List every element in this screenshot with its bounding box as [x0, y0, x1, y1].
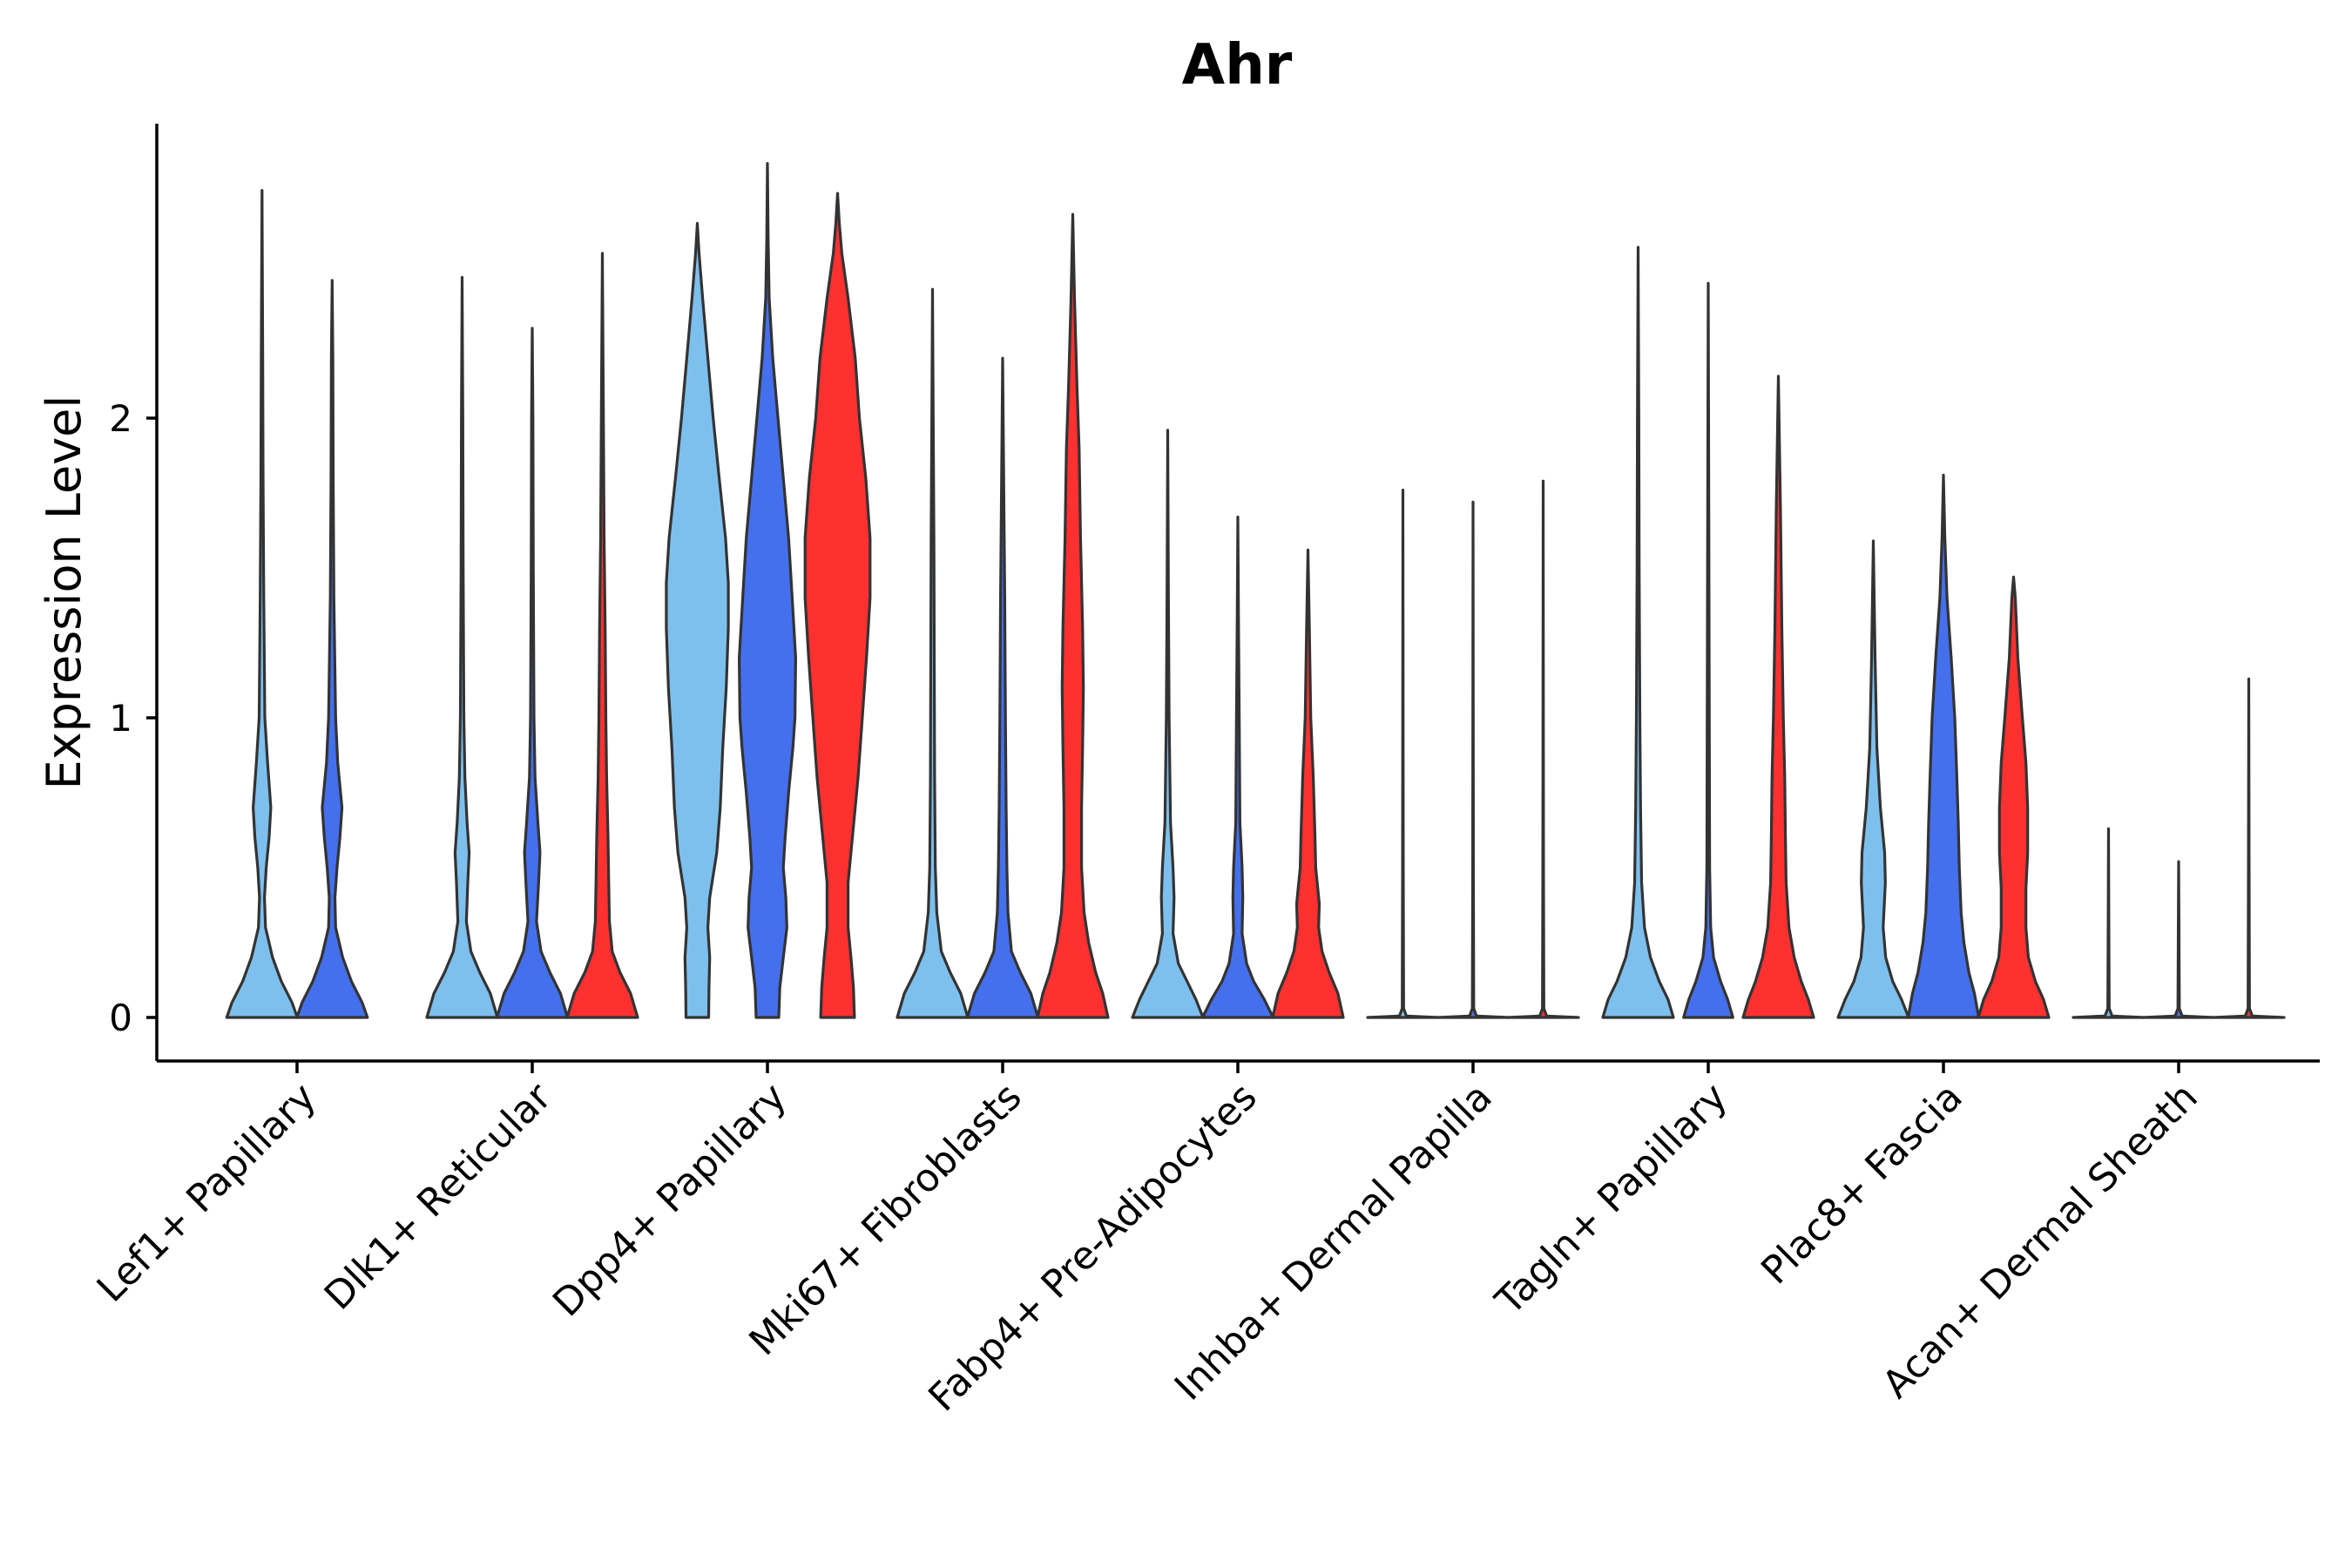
y-axis-label: Expression Level [37, 395, 91, 790]
violin-inhba-dermal-papilla-series-1 [1366, 489, 1440, 1019]
y-tick-label: 1 [109, 697, 132, 740]
violin-mki67-fibroblasts-series-3 [1036, 213, 1110, 1019]
violin-plac8-fascia-series-2 [1906, 473, 1981, 1019]
violin-acan-dermal-sheath-series-2 [2141, 860, 2216, 1019]
x-tick-label: Tagln+ Papillary [1487, 1075, 1736, 1324]
violin-dlk1-reticular-series-2 [495, 327, 570, 1019]
violin-acan-dermal-sheath-series-1 [2072, 827, 2146, 1019]
violin-dpp4-papillary-series-2 [738, 162, 797, 1019]
violin-tagln-papillary-series-3 [1741, 375, 1815, 1019]
violin-plac8-fascia-series-1 [1836, 539, 1910, 1019]
violin-dlk1-reticular-series-3 [565, 252, 639, 1019]
x-tick-label: Dpp4+ Papillary [544, 1075, 795, 1326]
violin-acan-dermal-sheath-series-3 [2212, 677, 2286, 1019]
x-tick-label: Lef1+ Papillary [89, 1075, 325, 1311]
violin-inhba-dermal-papilla-series-2 [1436, 500, 1511, 1019]
violin-inhba-dermal-papilla-series-3 [1506, 479, 1580, 1019]
violin-lef1-papillary-series-2 [295, 279, 369, 1019]
violin-dpp4-papillary-series-3 [803, 192, 872, 1019]
violin-lef1-papillary-series-1 [225, 189, 299, 1019]
violin-fabp4-pre-adipocytes-series-2 [1200, 515, 1275, 1019]
violin-fabp4-pre-adipocytes-series-3 [1271, 548, 1345, 1019]
chart-title: Ahr [1182, 33, 1293, 98]
x-tick-label: Dlk1+ Reticular [316, 1074, 561, 1319]
y-tick-label: 2 [109, 397, 132, 440]
violins-layer [225, 162, 2286, 1019]
x-tick-label: Plac8+ Fascia [1753, 1075, 1971, 1294]
violin-tagln-papillary-series-2 [1682, 281, 1734, 1019]
violin-mki67-fibroblasts-series-1 [896, 287, 970, 1019]
violin-tagln-papillary-series-1 [1601, 246, 1675, 1019]
y-ticks: 0 1 2 [109, 397, 157, 1039]
violin-mki67-fibroblasts-series-2 [965, 356, 1040, 1019]
violin-dpp4-papillary-series-1 [665, 221, 730, 1019]
y-tick-label: 0 [109, 997, 132, 1039]
violin-fabp4-pre-adipocytes-series-1 [1131, 429, 1205, 1019]
violin-plac8-fascia-series-3 [1977, 575, 2051, 1019]
violin-dlk1-reticular-series-1 [425, 275, 499, 1019]
